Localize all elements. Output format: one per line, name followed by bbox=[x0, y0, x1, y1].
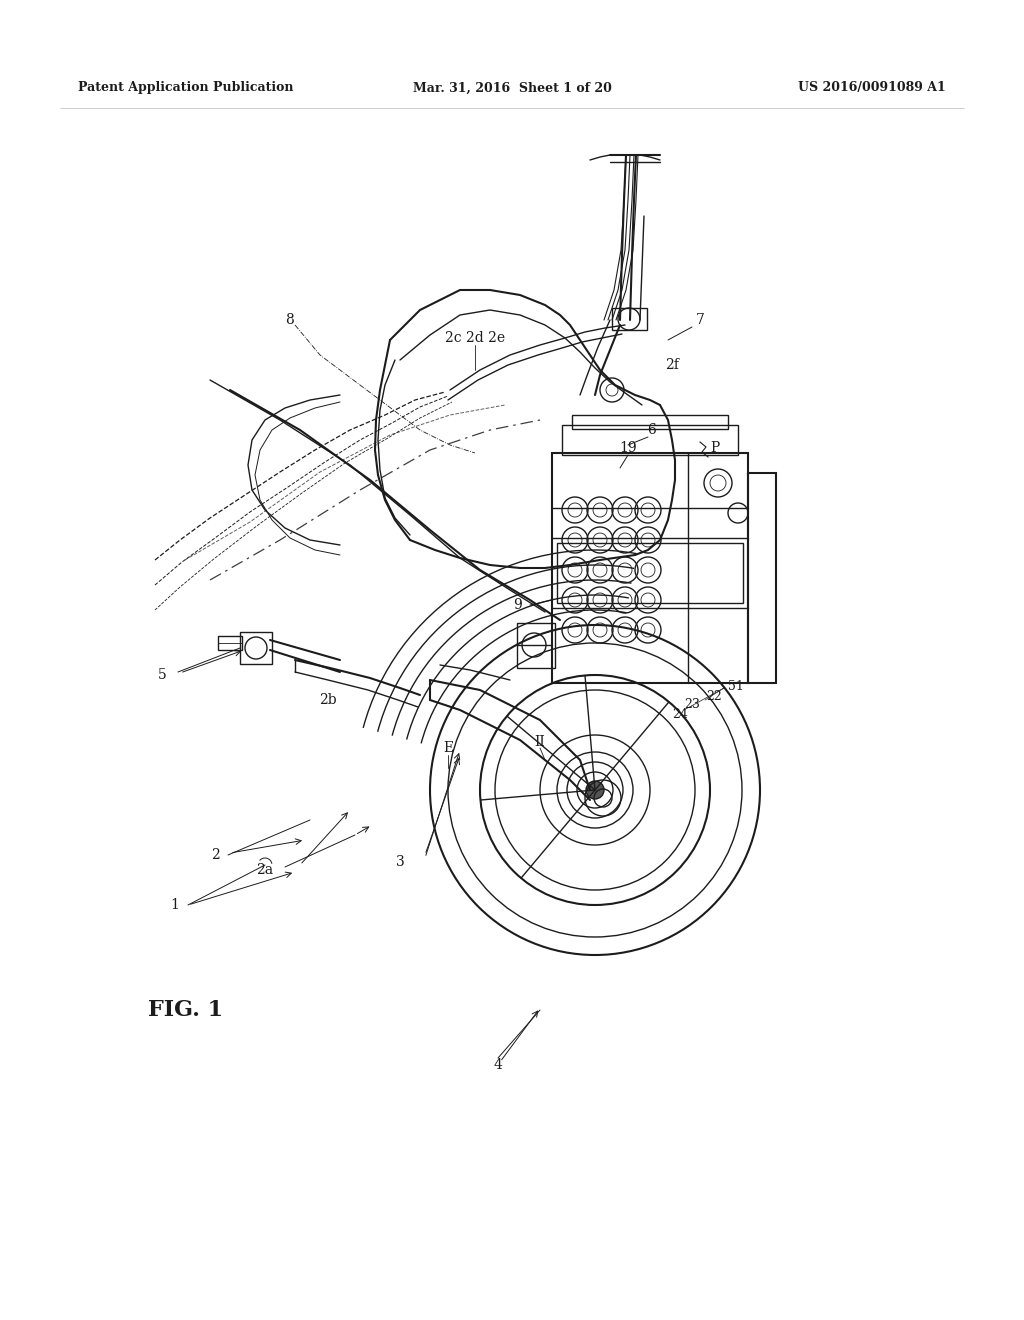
Text: Mar. 31, 2016  Sheet 1 of 20: Mar. 31, 2016 Sheet 1 of 20 bbox=[413, 82, 611, 95]
Text: 9: 9 bbox=[514, 598, 522, 612]
Circle shape bbox=[586, 781, 604, 799]
Text: II: II bbox=[535, 735, 546, 748]
Bar bbox=[218, 636, 242, 649]
Text: 5: 5 bbox=[158, 668, 166, 682]
Bar bbox=[557, 543, 743, 603]
Text: 2b: 2b bbox=[319, 693, 337, 708]
Bar bbox=[748, 473, 776, 682]
Text: P: P bbox=[711, 441, 720, 455]
Text: E: E bbox=[443, 741, 453, 755]
Bar bbox=[552, 453, 748, 682]
Text: 2a: 2a bbox=[256, 863, 273, 876]
Bar bbox=[240, 632, 272, 664]
Bar bbox=[517, 623, 555, 668]
Text: 2c 2d 2e: 2c 2d 2e bbox=[445, 331, 505, 345]
Text: 6: 6 bbox=[647, 422, 656, 437]
Bar bbox=[562, 425, 738, 455]
Text: 22: 22 bbox=[707, 689, 722, 702]
Text: 23: 23 bbox=[684, 698, 700, 711]
Text: 7: 7 bbox=[695, 313, 705, 327]
Text: FIG. 1: FIG. 1 bbox=[148, 999, 223, 1020]
Text: 51: 51 bbox=[728, 680, 744, 693]
Bar bbox=[612, 308, 647, 330]
Text: Patent Application Publication: Patent Application Publication bbox=[78, 82, 294, 95]
Text: 2: 2 bbox=[211, 847, 219, 862]
Text: 3: 3 bbox=[395, 855, 404, 869]
Text: 19: 19 bbox=[620, 441, 637, 455]
Text: 2f: 2f bbox=[665, 358, 679, 372]
Text: US 2016/0091089 A1: US 2016/0091089 A1 bbox=[799, 82, 946, 95]
Text: 4: 4 bbox=[494, 1059, 503, 1072]
Bar bbox=[572, 414, 728, 429]
Text: 8: 8 bbox=[286, 313, 294, 327]
Text: 1: 1 bbox=[171, 898, 179, 912]
Text: 24: 24 bbox=[672, 709, 688, 722]
